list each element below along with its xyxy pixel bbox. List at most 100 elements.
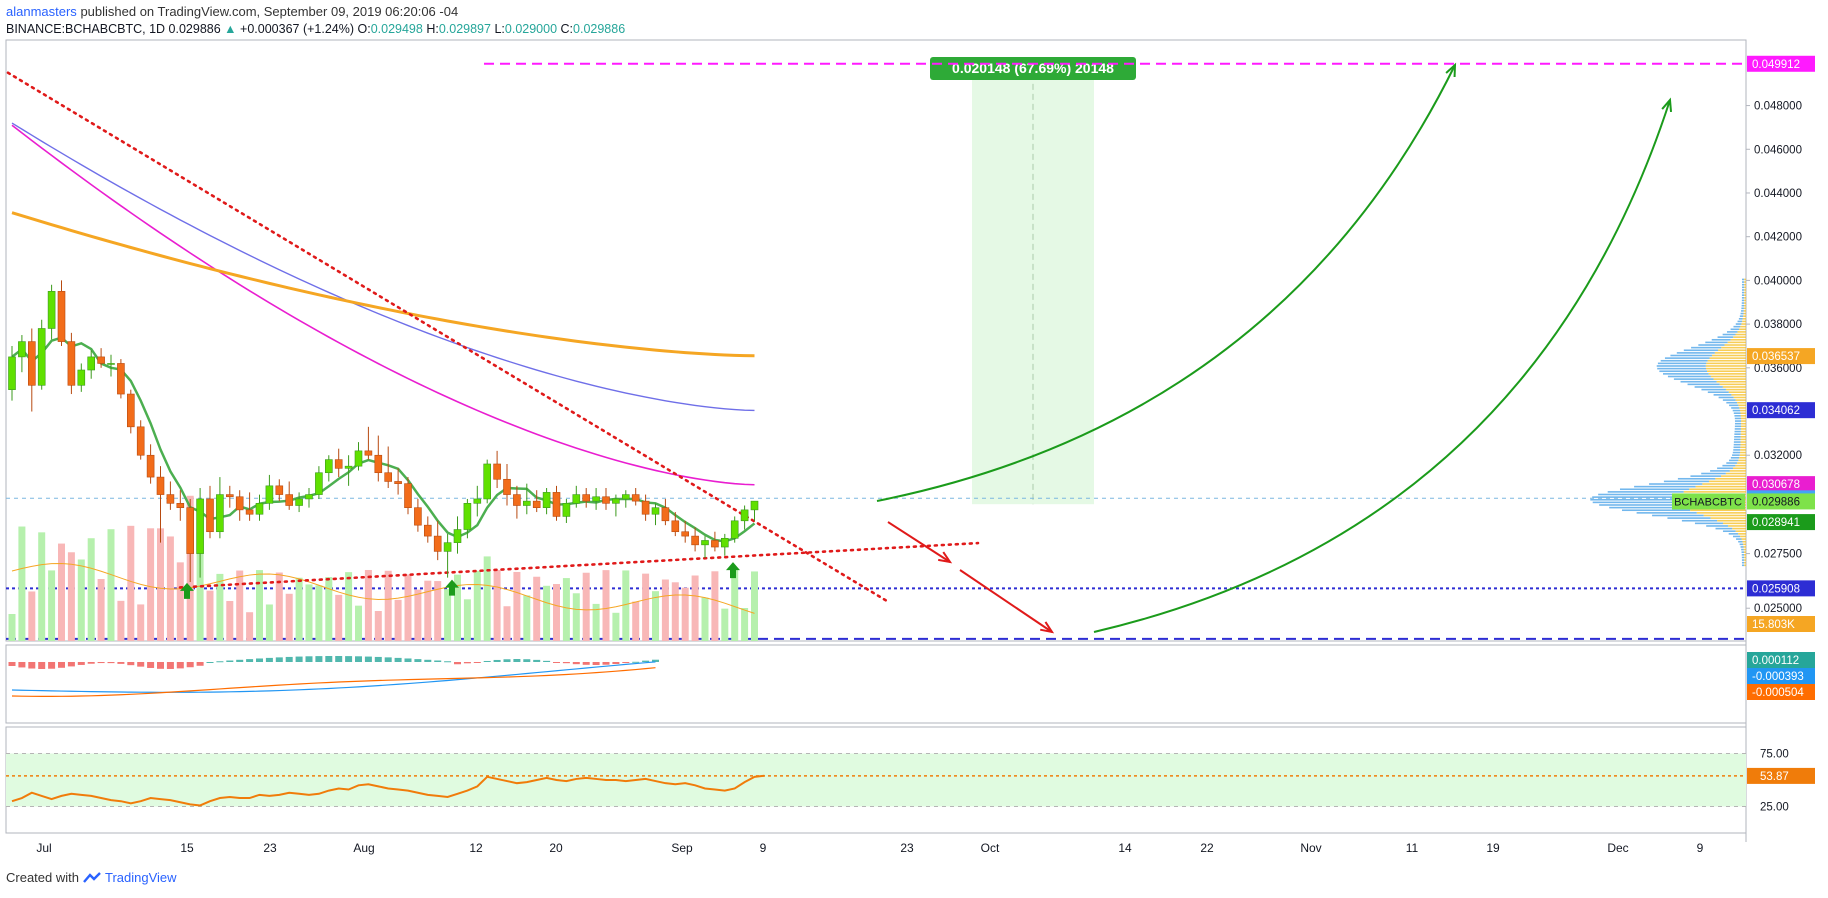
time-tick-label: 12 <box>469 841 483 855</box>
volume-profile-bar <box>1734 436 1741 438</box>
tradingview-brand[interactable]: TradingView <box>104 870 177 885</box>
candle-body <box>671 520 680 533</box>
price-tick-label: 0.046000 <box>1754 144 1802 156</box>
publish-info: alanmasters published on TradingView.com… <box>6 4 458 19</box>
symbol-price-tag <box>1672 493 1745 510</box>
volume-profile-bar <box>1744 299 1746 302</box>
macd-bar <box>374 656 382 662</box>
volume-profile-bar <box>1741 294 1745 296</box>
volume-bar <box>117 600 125 641</box>
candle-body <box>305 494 313 500</box>
candle-body <box>226 494 234 498</box>
volume-profile-bar <box>1744 297 1746 299</box>
volume-profile-bar <box>1590 498 1676 501</box>
macd-bar <box>206 662 214 663</box>
volume-profile-bar <box>1677 477 1716 480</box>
macd-bar <box>285 656 293 662</box>
macd-bar <box>127 662 135 666</box>
volume-profile-bar <box>1741 551 1744 553</box>
candle-body <box>107 363 115 365</box>
time-tick-label: Nov <box>1300 841 1321 855</box>
candle-body <box>285 494 294 506</box>
volume-bar <box>751 571 758 641</box>
volume-profile-bar <box>1660 359 1708 362</box>
volume-profile-bar <box>1713 378 1746 380</box>
volume-profile-bar <box>1592 496 1677 498</box>
volume-bar <box>256 570 263 641</box>
volume-bar <box>463 599 471 641</box>
macd-axis-label-text: 0.000112 <box>1752 655 1799 667</box>
price-tick-label: 0.027500 <box>1754 549 1802 561</box>
macd-bar <box>48 662 56 669</box>
volume-profile-bar <box>1737 462 1746 464</box>
volume-profile-bar <box>1732 467 1746 470</box>
macd-bar <box>463 662 471 664</box>
candle-body <box>651 507 660 515</box>
candle-body <box>354 450 363 467</box>
volume-profile-bar <box>1741 291 1745 294</box>
volume-profile-bar <box>1733 412 1741 415</box>
volume-profile-bar <box>1708 373 1746 375</box>
volume-profile-bar <box>1656 365 1706 367</box>
ma-blue-line <box>11 122 755 412</box>
ascending-trendline <box>178 541 980 589</box>
volume-profile-bar <box>1723 522 1746 525</box>
volume-profile-bar <box>1734 433 1741 435</box>
price-axis-label-text: 15.803K <box>1752 619 1795 631</box>
volume-profile-bar <box>1744 561 1746 564</box>
volume-profile-bar <box>1744 302 1746 304</box>
candle-body <box>711 540 719 548</box>
candle-body <box>433 535 442 552</box>
volume-profile-bar <box>1741 302 1745 304</box>
high-label: H: <box>426 22 439 36</box>
measure-label: 0.020148 (67.69%) 20148 <box>952 60 1114 76</box>
volume-profile-bar <box>1741 299 1745 302</box>
volume-profile-bar <box>1709 480 1746 483</box>
price-tick-label: 0.048000 <box>1754 101 1802 113</box>
volume-profile-bar <box>1649 483 1703 485</box>
volume-profile-bar <box>1733 325 1741 328</box>
macd-bar <box>513 659 521 662</box>
volume-profile-bar <box>1741 564 1745 567</box>
candle-body <box>295 498 303 506</box>
volume-ma-line <box>11 563 755 614</box>
author-link[interactable]: alanmasters <box>6 4 77 19</box>
ma-magenta-line <box>11 124 755 486</box>
volume-profile-bar <box>1731 407 1740 409</box>
rsi-tick-label: 25.00 <box>1760 802 1789 814</box>
macd-bar <box>18 662 26 668</box>
volume-bar <box>355 605 362 641</box>
volume-bar <box>137 604 145 641</box>
volume-bar <box>533 576 541 641</box>
volume-bar <box>523 595 531 641</box>
volume-bar <box>671 582 679 641</box>
volume-profile-bar <box>1706 362 1746 365</box>
candle-body <box>582 494 591 502</box>
candle-body <box>532 500 541 508</box>
price-tick-label: 0.044000 <box>1754 188 1802 200</box>
volume-profile-bar <box>1741 286 1745 289</box>
volume-profile <box>1590 278 1746 567</box>
volume-profile-bar <box>1744 559 1746 561</box>
volume-profile-bar <box>1663 480 1710 483</box>
candle-body <box>374 454 383 474</box>
macd-bar <box>434 660 442 662</box>
candle-body <box>87 356 95 371</box>
volume-profile-bar <box>1741 297 1745 299</box>
volume-bar <box>374 610 382 641</box>
macd-bar <box>632 661 640 663</box>
volume-profile-bar <box>1715 527 1733 530</box>
bearish-arrowhead-2 <box>1040 621 1055 634</box>
published-text: published on TradingView.com, September … <box>80 4 459 19</box>
candle-body <box>572 494 581 504</box>
candle-body <box>592 496 600 502</box>
volume-profile-bar <box>1740 546 1744 548</box>
bearish-arrow-2 <box>959 569 1053 633</box>
symbol-name[interactable]: BINANCE:BCHABCBTC, 1D <box>6 22 166 36</box>
volume-profile-bar <box>1659 370 1708 373</box>
tradingview-logo-icon <box>83 871 101 883</box>
volume-profile-bar <box>1725 388 1746 391</box>
volume-profile-bar <box>1701 388 1726 391</box>
candle-body <box>324 459 333 474</box>
